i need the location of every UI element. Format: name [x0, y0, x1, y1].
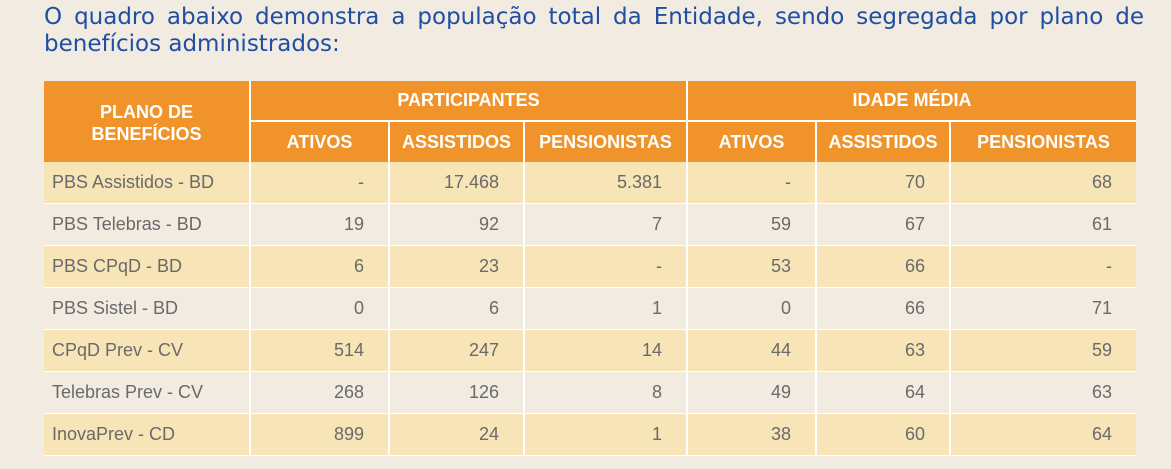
value-cell: 66 [815, 245, 951, 288]
plan-name-cell: Telebras Prev - CV [52, 382, 204, 402]
value-cell: 63 [949, 371, 1137, 414]
value-cell: 49 [686, 371, 817, 414]
value-cell: 59 [949, 329, 1137, 372]
value-cell: 14 [522, 329, 688, 372]
value-cell: 70 [815, 162, 951, 204]
value-cell: 6 [249, 245, 389, 288]
value-cell: - [949, 245, 1137, 288]
table-row: PBS Assistidos - BD -17.468 5.381-70 68 [44, 162, 1137, 204]
value-cell: - [249, 162, 389, 204]
value-cell: 53 [686, 245, 817, 288]
plan-name-cell: CPqD Prev - CV [44, 329, 250, 372]
plan-name-cell: PBS Telebras - BD [52, 214, 202, 234]
subheader-participants-ativos: ATIVOS [249, 121, 389, 162]
subheader-age-assistidos: ASSISTIDOS [815, 121, 951, 162]
value-cell: 899 [249, 413, 389, 456]
value-cell: 63 [815, 329, 951, 372]
value-cell: 17.468 [388, 162, 524, 204]
value-cell: 126 [388, 371, 524, 414]
subheader-participants-assistidos: ASSISTIDOS [388, 121, 524, 162]
value-cell: 268 [249, 371, 389, 414]
value-cell: 68 [949, 162, 1137, 204]
value-cell: 5.381 [522, 162, 688, 204]
table-row: PBS Sistel - BD 0 6 1 0 66 71 [44, 287, 1137, 330]
value-cell: 24 [388, 413, 524, 456]
table-row: PBS CPqD - BD 6 23-53 66- [44, 245, 1137, 288]
value-cell: 71 [949, 287, 1137, 330]
plan-name-cell: InovaPrev - CD [44, 413, 250, 456]
value-cell: 64 [949, 413, 1137, 456]
subheader-age-pensionistas: PENSIONISTAS [949, 121, 1137, 162]
value-cell: 8 [522, 371, 688, 414]
population-table: PLANO DE BENEFÍCIOS PARTICIPANTES IDADE … [44, 81, 1137, 456]
value-cell: 1 [522, 413, 688, 456]
value-cell: 67 [815, 203, 951, 246]
value-cell: 247 [388, 329, 524, 372]
intro-paragraph: O quadro abaixo demonstra a população to… [44, 4, 1144, 57]
header-group-participants: PARTICIPANTES [248, 81, 688, 122]
value-cell: - [522, 245, 688, 288]
header-plan: PLANO DE BENEFÍCIOS [44, 81, 250, 162]
header-group-average-age: IDADE MÉDIA [686, 81, 1137, 122]
value-cell: 19 [249, 203, 389, 246]
value-cell: - [686, 162, 817, 204]
plan-name-cell: PBS Assistidos - BD [44, 162, 250, 204]
value-cell: 64 [815, 371, 951, 414]
plan-name-cell: PBS CPqD - BD [44, 245, 250, 288]
value-cell: 1 [522, 287, 688, 330]
value-cell: 23 [388, 245, 524, 288]
value-cell: 44 [686, 329, 817, 372]
plan-name-cell: PBS Sistel - BD [52, 298, 179, 318]
value-cell: 38 [686, 413, 817, 456]
value-cell: 514 [249, 329, 389, 372]
table-row: PBS Telebras - BD 19 92 7 59 67 61 [44, 203, 1137, 246]
value-cell: 92 [388, 203, 524, 246]
value-cell: 60 [815, 413, 951, 456]
value-cell: 59 [686, 203, 817, 246]
value-cell: 61 [949, 203, 1137, 246]
value-cell: 66 [815, 287, 951, 330]
subheader-participants-pensionistas: PENSIONISTAS [522, 121, 688, 162]
table-row: InovaPrev - CD 899 24 1 38 60 64 [44, 413, 1137, 456]
subheader-age-ativos: ATIVOS [686, 121, 817, 162]
value-cell: 0 [686, 287, 817, 330]
value-cell: 0 [249, 287, 389, 330]
value-cell: 6 [388, 287, 524, 330]
table-row: Telebras Prev - CV 268 126 8 49 64 63 [44, 371, 1137, 414]
value-cell: 7 [522, 203, 688, 246]
table-row: CPqD Prev - CV 514 247 14 44 63 59 [44, 329, 1137, 372]
